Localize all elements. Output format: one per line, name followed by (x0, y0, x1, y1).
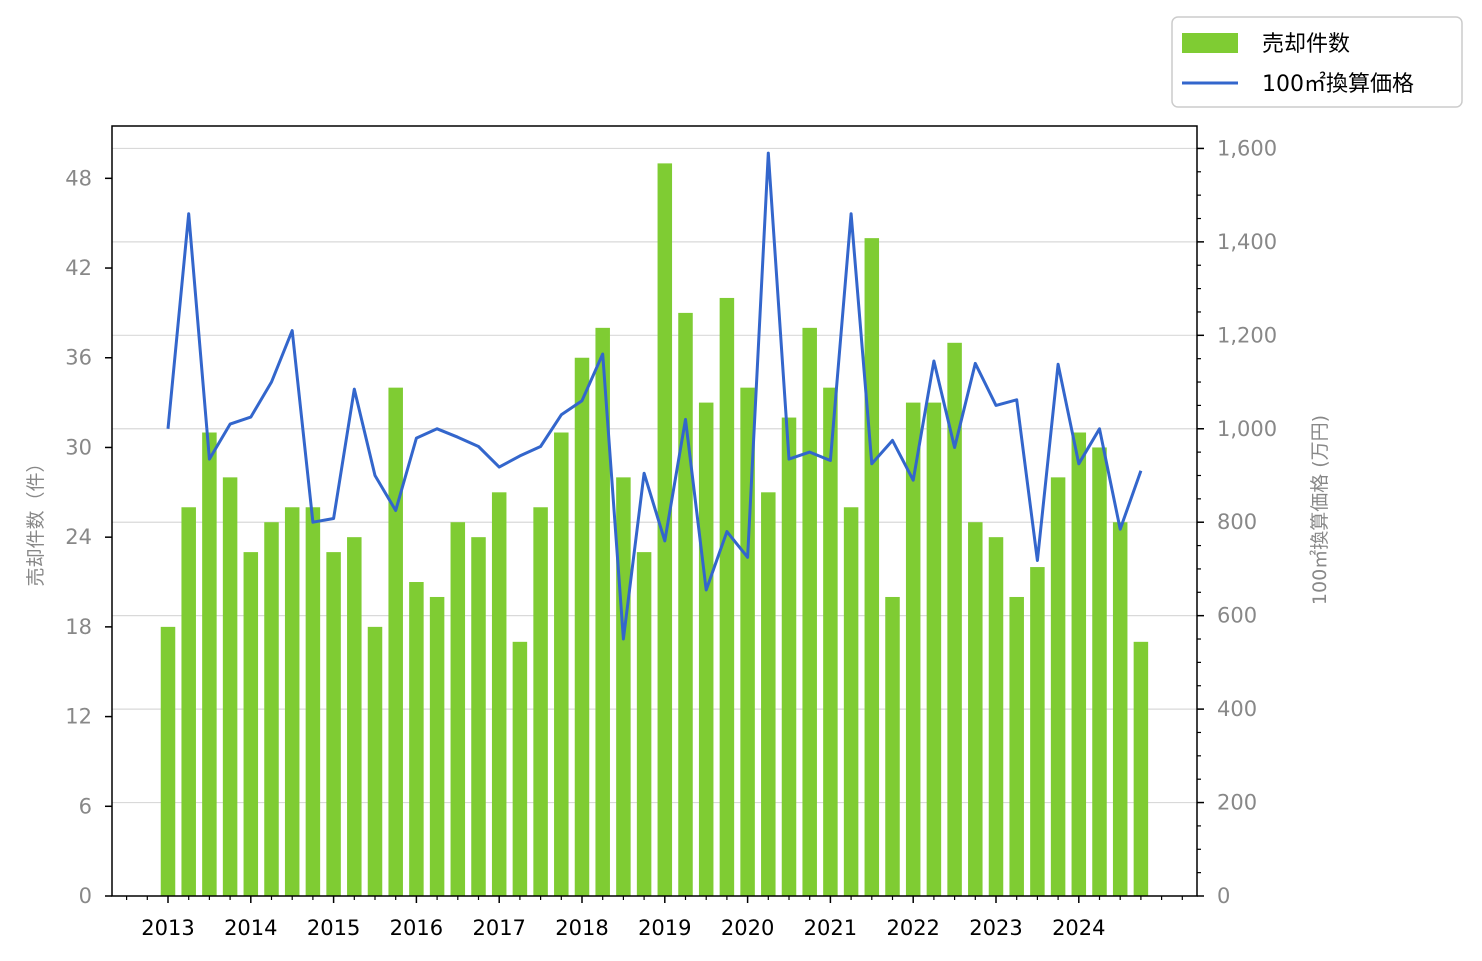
bar (533, 507, 548, 896)
bar (1112, 522, 1128, 896)
bar (719, 297, 735, 896)
x-tick-label: 2018 (555, 916, 608, 940)
y-right-tick-label: 200 (1217, 791, 1257, 815)
bar (802, 327, 817, 896)
axes: 0 6 12 18 24 30 36 42 48 0 200 400 600 800 1,000 1,200 1… (65, 136, 1277, 940)
bar (657, 163, 673, 896)
y-right-tick-label: 600 (1217, 604, 1257, 628)
y-left-tick-label: 12 (65, 705, 92, 729)
bar (347, 537, 362, 896)
x-tick-label: 2024 (1052, 916, 1105, 940)
bar (1133, 641, 1149, 896)
bar (1092, 447, 1107, 896)
x-tick-label: 2023 (969, 916, 1022, 940)
bar (450, 522, 466, 896)
bar (843, 507, 859, 896)
y-left-axis-title: 売却件数（件） (25, 453, 47, 586)
plot-frame (111, 125, 1198, 897)
y-right-tick-label: 1,000 (1217, 417, 1277, 441)
y-right-tick-label: 1,400 (1217, 230, 1277, 254)
bar (326, 552, 341, 896)
x-tick-label: 2017 (472, 916, 525, 940)
bar (429, 596, 445, 896)
x-tick-label: 2015 (307, 916, 360, 940)
y-right-tick-label: 1,600 (1217, 136, 1277, 160)
bar (243, 552, 259, 896)
bar (678, 312, 693, 897)
bar (574, 357, 590, 896)
legend-box (1171, 16, 1463, 108)
y-left-tick-label: 24 (65, 525, 92, 549)
y-left-tick-label: 36 (65, 346, 92, 370)
x-tick-label: 2022 (886, 916, 939, 940)
y-left-tick-label: 18 (65, 615, 92, 639)
bar (926, 402, 942, 896)
legend: 売却件数 100㎡換算価格 (1171, 16, 1463, 108)
y-right-tick-label: 800 (1217, 510, 1257, 534)
bar (636, 552, 652, 896)
bar (905, 402, 921, 896)
bar (761, 492, 776, 896)
bar (554, 432, 569, 896)
bar (947, 342, 962, 896)
bar (264, 522, 279, 896)
bar (1071, 432, 1087, 896)
bar (864, 238, 880, 896)
bar (781, 417, 797, 896)
bar (698, 402, 714, 896)
bar (595, 327, 610, 896)
bar (284, 507, 300, 896)
bar (305, 507, 321, 896)
bar (616, 477, 631, 896)
y-right-tick-label: 400 (1217, 697, 1257, 721)
y-left-tick-label: 42 (65, 256, 92, 280)
x-tick-label: 2016 (390, 916, 443, 940)
y-left-tick-label: 48 (65, 166, 92, 190)
x-tick-label: 2021 (804, 916, 857, 940)
price-line (166, 151, 1143, 641)
bar (160, 626, 176, 896)
legend-label-line: 100㎡換算価格 (1262, 71, 1414, 97)
bar (409, 582, 424, 896)
bar (1050, 477, 1066, 896)
bar-series (160, 163, 1149, 897)
x-tick-label: 2013 (141, 916, 194, 940)
bar (202, 432, 217, 896)
x-tick-label: 2014 (224, 916, 277, 940)
bar (823, 387, 838, 896)
x-tick-label: 2020 (721, 916, 774, 940)
y-right-axis-title: 100㎡換算価格 (万円) (1308, 415, 1331, 605)
bar (1009, 596, 1024, 896)
bar (968, 522, 983, 896)
x-tick-label: 2019 (638, 916, 691, 940)
bar (988, 537, 1004, 896)
bar (1030, 567, 1045, 896)
y-right-tick-label: 0 (1217, 884, 1230, 908)
line-series (166, 151, 1143, 641)
y-left-tick-label: 0 (79, 884, 92, 908)
bar (181, 507, 196, 896)
bar (222, 477, 238, 896)
bar (885, 596, 900, 896)
bar (388, 387, 403, 896)
bar (367, 626, 383, 896)
legend-swatch-bar (1182, 33, 1238, 53)
bar (512, 641, 528, 896)
bar (471, 537, 486, 896)
y-left-tick-label: 6 (79, 794, 92, 818)
bar (491, 492, 507, 896)
y-left-tick-label: 30 (65, 435, 92, 459)
y-right-tick-label: 1,200 (1217, 323, 1277, 347)
legend-label-bar: 売却件数 (1262, 32, 1350, 57)
